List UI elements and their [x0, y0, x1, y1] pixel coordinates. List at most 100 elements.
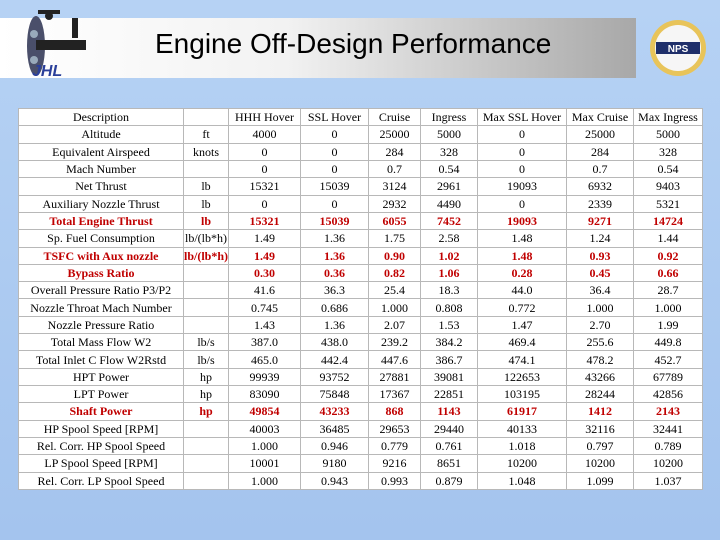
- unit-cell: [183, 281, 229, 300]
- value-cell: 99939: [228, 367, 301, 387]
- row-label: Total Mass Flow W2: [18, 333, 184, 352]
- value-cell: 25000: [368, 125, 421, 144]
- value-cell: 255.6: [566, 333, 634, 352]
- value-cell: 284: [566, 142, 634, 161]
- value-cell: 0.808: [420, 298, 478, 317]
- value-cell: 36.4: [566, 281, 634, 300]
- value-cell: 15039: [300, 177, 369, 196]
- value-cell: 10200: [633, 454, 703, 473]
- unit-cell: lb: [183, 194, 229, 213]
- row-label: Sp. Fuel Consumption: [18, 229, 184, 248]
- unit-cell: [183, 298, 229, 317]
- value-cell: 32116: [566, 419, 634, 438]
- value-cell: 442.4: [300, 350, 369, 369]
- value-cell: 10001: [228, 454, 301, 473]
- value-cell: 2961: [420, 177, 478, 196]
- table-row: Shaft Power hp 49854 43233 868 1143 61917 1412 2…: [18, 402, 703, 421]
- unit-cell: hp: [183, 402, 229, 421]
- value-cell: 868: [368, 402, 421, 421]
- unit-cell: [183, 419, 229, 438]
- value-cell: 43233: [300, 402, 369, 421]
- value-cell: 0.36: [300, 263, 369, 283]
- table-row: Mach Number 0 0 0.7 0.54 0 0.7 0.54: [18, 159, 703, 179]
- value-cell: 386.7: [420, 350, 478, 369]
- value-cell: 49854: [228, 402, 301, 421]
- table-row: Auxiliary Nozzle Thrust lb 0 0 2932 4490 0 2339…: [18, 194, 703, 213]
- value-cell: 6055: [368, 211, 421, 231]
- value-cell: 0: [300, 142, 369, 161]
- value-cell: 0.879: [420, 471, 478, 491]
- value-cell: 1412: [566, 402, 634, 421]
- value-cell: 0: [477, 159, 567, 179]
- value-cell: 83090: [228, 384, 301, 404]
- table-row: Nozzle Throat Mach Number 0.745 0.686 1.000…: [18, 298, 703, 317]
- value-cell: 0.686: [300, 298, 369, 317]
- value-cell: 67789: [633, 367, 703, 387]
- value-cell: 1.44: [633, 229, 703, 248]
- row-label: Net Thrust: [18, 177, 184, 196]
- value-cell: 15321: [228, 177, 301, 196]
- value-cell: 29653: [368, 419, 421, 438]
- value-cell: 1.048: [477, 471, 567, 491]
- value-cell: 36485: [300, 419, 369, 438]
- value-cell: 42856: [633, 384, 703, 404]
- table-row: Sp. Fuel Consumption lb/(lb*h) 1.49 1.36 1.7…: [18, 229, 703, 248]
- value-cell: 1.06: [420, 263, 478, 283]
- value-cell: 0.82: [368, 263, 421, 283]
- header-cell: Max Ingress: [633, 107, 703, 127]
- header-cell: Ingress: [420, 107, 478, 127]
- value-cell: 1.48: [477, 246, 567, 265]
- unit-cell: lb: [183, 177, 229, 196]
- value-cell: 0.54: [633, 159, 703, 179]
- unit-cell: [183, 436, 229, 456]
- value-cell: 4490: [420, 194, 478, 213]
- value-cell: 1.099: [566, 471, 634, 491]
- value-cell: 3124: [368, 177, 421, 196]
- value-cell: 0: [300, 194, 369, 213]
- value-cell: 75848: [300, 384, 369, 404]
- value-cell: 17367: [368, 384, 421, 404]
- value-cell: 447.6: [368, 350, 421, 369]
- table-row: Overall Pressure Ratio P3/P2 41.6 36.3 25.4…: [18, 281, 703, 300]
- logo-text: NPS: [668, 44, 689, 55]
- header-band: [0, 18, 636, 78]
- value-cell: 1.24: [566, 229, 634, 248]
- value-cell: 1.49: [228, 229, 301, 248]
- value-cell: 0.45: [566, 263, 634, 283]
- value-cell: 1.48: [477, 229, 567, 248]
- value-cell: 0.772: [477, 298, 567, 317]
- unit-cell: lb/(lb*h): [183, 229, 229, 248]
- value-cell: 1.018: [477, 436, 567, 456]
- row-label: Nozzle Pressure Ratio: [18, 315, 184, 335]
- unit-cell: [183, 263, 229, 283]
- value-cell: 0.745: [228, 298, 301, 317]
- value-cell: 25000: [566, 125, 634, 144]
- value-cell: 0.797: [566, 436, 634, 456]
- value-cell: 6932: [566, 177, 634, 196]
- value-cell: 28244: [566, 384, 634, 404]
- value-cell: 2.70: [566, 315, 634, 335]
- value-cell: 0: [228, 142, 301, 161]
- unit-cell: [183, 315, 229, 335]
- value-cell: 239.2: [368, 333, 421, 352]
- value-cell: 2932: [368, 194, 421, 213]
- header-cell: HHH Hover: [228, 107, 301, 127]
- header-cell: Description: [18, 107, 184, 127]
- left-logo: JHL: [27, 10, 86, 80]
- row-label: Shaft Power: [18, 402, 184, 421]
- unit-cell: [183, 471, 229, 491]
- table-row: Nozzle Pressure Ratio 1.43 1.36 2.07 1.53 1.4…: [18, 315, 703, 335]
- value-cell: 39081: [420, 367, 478, 387]
- header-cell: SSL Hover: [300, 107, 369, 127]
- value-cell: 465.0: [228, 350, 301, 369]
- table-row: Rel. Corr. HP Spool Speed 1.000 0.946 0.779…: [18, 436, 703, 456]
- table-row: HPT Power hp 99939 93752 27881 39081 122653 432…: [18, 367, 703, 387]
- value-cell: 0: [477, 142, 567, 161]
- row-label: Total Engine Thrust: [18, 211, 184, 231]
- value-cell: 0: [228, 159, 301, 179]
- value-cell: 0.30: [228, 263, 301, 283]
- value-cell: 328: [633, 142, 703, 161]
- header-row: Description HHH Hover SSL Hover Cruise Ingre…: [18, 107, 703, 127]
- row-label: Equivalent Airspeed: [18, 142, 184, 161]
- value-cell: 103195: [477, 384, 567, 404]
